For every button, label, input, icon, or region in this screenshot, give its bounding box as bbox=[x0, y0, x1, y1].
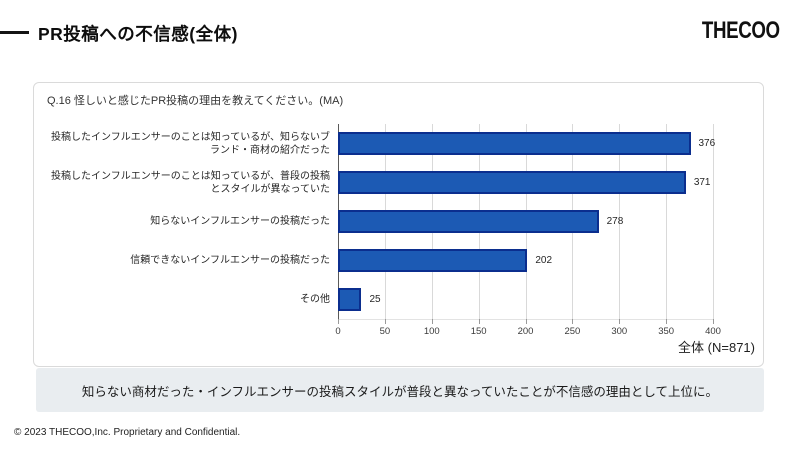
gridline bbox=[666, 124, 668, 319]
tick-mark bbox=[384, 319, 386, 324]
bar bbox=[338, 288, 362, 311]
category-label: その他 bbox=[300, 294, 330, 305]
value-label: 278 bbox=[606, 216, 624, 227]
tick-mark bbox=[713, 319, 714, 324]
bar bbox=[338, 132, 691, 155]
value-label: 371 bbox=[693, 177, 711, 188]
tick-mark bbox=[338, 319, 339, 324]
category-label: 知らないインフルエンサーの投稿だった bbox=[150, 216, 330, 227]
chart-rows: 投稿したインフルエンサーのことは知っているが、知らないブランド・商材の紹介だった… bbox=[46, 124, 716, 319]
sample-size-label: 全体 (N=871) bbox=[678, 340, 755, 355]
bar-track: 376 bbox=[338, 132, 716, 155]
value-label: 376 bbox=[698, 138, 716, 149]
footer-copyright: © 2023 THECOO,Inc. Proprietary and Confi… bbox=[14, 427, 241, 438]
x-tick-label: 350 bbox=[658, 326, 675, 337]
title-dash bbox=[0, 31, 29, 34]
gridline bbox=[619, 124, 621, 319]
value-label: 25 bbox=[369, 294, 381, 305]
bar-track: 202 bbox=[338, 249, 713, 272]
chart-row: 投稿したインフルエンサーのことは知っているが、普段の投稿とスタイルが異なっていた… bbox=[46, 163, 713, 202]
page-title: PR投稿への不信感(全体) bbox=[38, 24, 238, 44]
tick-mark bbox=[478, 319, 480, 324]
tick-mark bbox=[431, 319, 433, 324]
value-label: 202 bbox=[535, 255, 553, 266]
gridline bbox=[713, 124, 714, 319]
bar-track: 371 bbox=[338, 171, 713, 194]
chart-question: Q.16 怪しいと感じたPR投稿の理由を教えてください。(MA) bbox=[47, 95, 344, 107]
x-tick-label: 200 bbox=[517, 326, 534, 337]
x-tick-label: 400 bbox=[705, 326, 721, 337]
bar-track: 25 bbox=[338, 288, 713, 311]
bar bbox=[338, 210, 599, 233]
tick-mark bbox=[666, 319, 668, 324]
tick-mark bbox=[525, 319, 527, 324]
bar bbox=[338, 249, 528, 272]
x-tick-label: 300 bbox=[611, 326, 628, 337]
summary-note-band: 知らない商材だった・インフルエンサーの投稿スタイルが普段と異なっていたことが不信… bbox=[36, 368, 764, 412]
chart-row: 知らないインフルエンサーの投稿だった 278 bbox=[46, 202, 713, 241]
chart-row: その他 25 bbox=[46, 280, 713, 319]
x-tick-label: 150 bbox=[470, 326, 487, 337]
category-label: 投稿したインフルエンサーのことは知っているが、普段の投稿とスタイルが異なっていた bbox=[51, 170, 330, 195]
bar bbox=[338, 171, 686, 194]
x-tick-label: 50 bbox=[379, 326, 391, 337]
category-label: 信頼できないインフルエンサーの投稿だった bbox=[130, 255, 330, 266]
tick-mark bbox=[619, 319, 621, 324]
tick-mark bbox=[572, 319, 574, 324]
chart-row: 投稿したインフルエンサーのことは知っているが、知らないブランド・商材の紹介だった… bbox=[46, 124, 716, 163]
chart-row: 信頼できないインフルエンサーの投稿だった 202 bbox=[46, 241, 713, 280]
summary-note-text: 知らない商材だった・インフルエンサーの投稿スタイルが普段と異なっていたことが不信… bbox=[81, 384, 719, 399]
thecoo-logo: THECOO bbox=[702, 17, 780, 44]
category-label: 投稿したインフルエンサーのことは知っているが、知らないブランド・商材の紹介だった bbox=[51, 131, 330, 156]
x-tick-label: 250 bbox=[564, 326, 581, 337]
chart-panel: Q.16 怪しいと感じたPR投稿の理由を教えてください。(MA) 0 50 100 1… bbox=[33, 82, 764, 367]
bar-track: 278 bbox=[338, 210, 713, 233]
x-tick-label: 0 bbox=[335, 326, 341, 337]
x-tick-label: 100 bbox=[423, 326, 440, 337]
